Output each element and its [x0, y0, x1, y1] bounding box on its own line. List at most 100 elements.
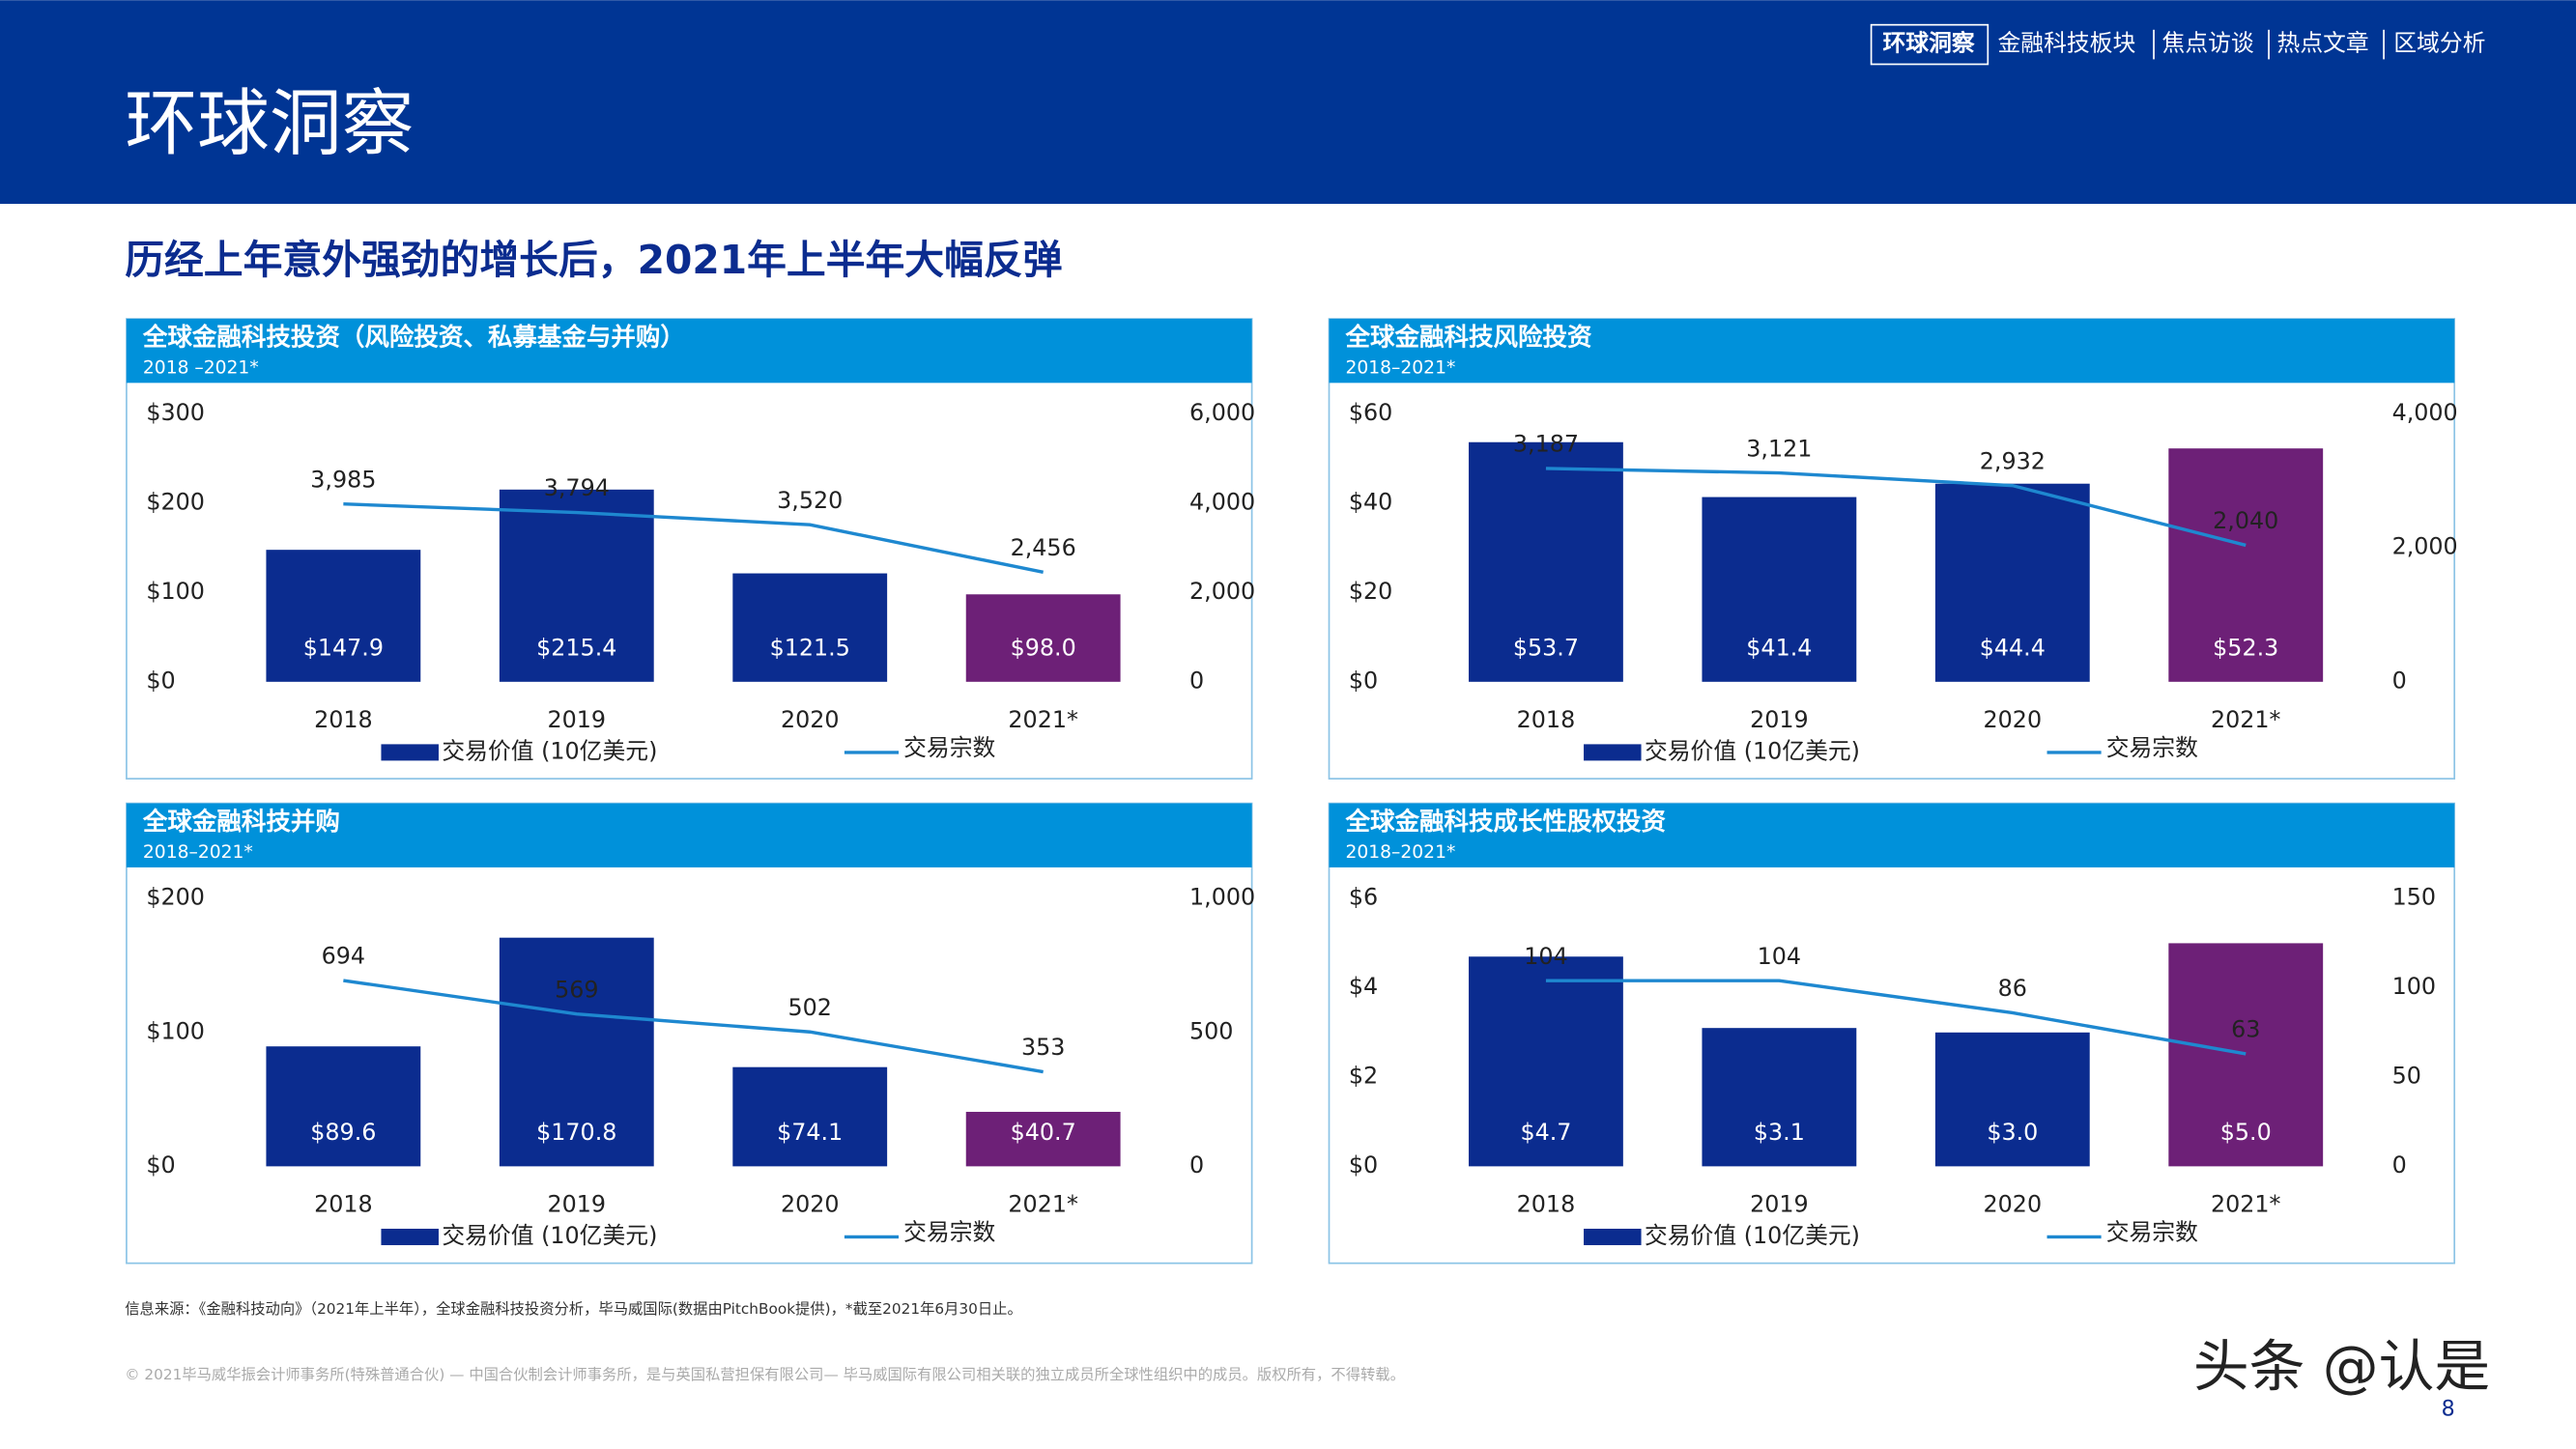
y2-tick-label: 1,000: [1189, 884, 1255, 911]
legend-label: 交易价值 (10亿美元): [1645, 1222, 1860, 1249]
page-title: 环球洞察: [125, 81, 414, 165]
y-tick-label: $100: [146, 578, 205, 605]
panel-subtitle: 2018–2021*: [143, 842, 253, 863]
line-value-label: 104: [1524, 943, 1567, 970]
x-tick-label: 2020: [1984, 706, 2043, 733]
bar: [965, 1111, 1121, 1167]
panel-header: [1329, 803, 2455, 867]
bar: [732, 573, 888, 682]
line-value-label: 2,932: [1980, 447, 2046, 474]
footnote: 信息来源：《金融科技动向》（2021年上半年），全球金融科技投资分析，毕马威国际…: [125, 1300, 1022, 1318]
bar: [1469, 956, 1623, 1167]
line: [343, 979, 1044, 1074]
y-tick-label: $0: [1349, 667, 1378, 694]
nav-item[interactable]: 焦点访谈: [2162, 30, 2254, 57]
legend-swatch: [381, 744, 439, 761]
y2-tick-label: 50: [2392, 1062, 2421, 1089]
nav-item[interactable]: 环球洞察: [1882, 30, 1974, 57]
y-tick-label: $300: [146, 399, 205, 426]
y2-tick-label: 2,000: [1189, 578, 1255, 605]
bar-value-label: $215.4: [536, 634, 616, 661]
line-value-label: 2,040: [2213, 507, 2278, 534]
nav-item[interactable]: 热点文章: [2277, 30, 2369, 57]
x-tick-label: 2018: [314, 1191, 373, 1218]
headline: 历经上年意外强劲的增长后，2021年上半年大幅反弹: [125, 237, 1062, 283]
line-value-label: 86: [1998, 975, 2027, 1002]
line-value-label: 3,187: [1513, 431, 1579, 458]
y2-tick-label: 0: [1189, 1151, 1204, 1179]
y-tick-label: $100: [146, 1017, 205, 1044]
line-value-label: 3,520: [777, 487, 843, 514]
bar-value-label: $89.6: [310, 1119, 376, 1146]
line-value-label: 3,794: [544, 474, 610, 501]
bar: [266, 550, 421, 682]
bar-value-label: $52.3: [2213, 634, 2278, 661]
panel-header: [126, 803, 1252, 867]
line-value-label: 694: [322, 943, 365, 970]
y2-tick-label: 0: [2392, 1151, 2407, 1179]
x-tick-label: 2020: [1984, 1191, 2043, 1218]
line-value-label: 502: [788, 994, 832, 1021]
bar-value-label: $3.0: [1987, 1119, 2038, 1146]
legend-label: 交易价值 (10亿美元): [1645, 737, 1860, 764]
line-value-label: 104: [1758, 943, 1801, 970]
legend-label: 交易宗数: [903, 1219, 995, 1246]
bar-value-label: $40.7: [1011, 1119, 1076, 1146]
bar-value-label: $98.0: [1011, 634, 1076, 661]
y-tick-label: $0: [146, 1151, 175, 1179]
y-tick-label: $0: [1349, 1151, 1378, 1179]
x-tick-label: 2019: [1750, 1191, 1809, 1218]
y2-tick-label: 4,000: [1189, 489, 1255, 516]
header-band: [0, 0, 2576, 205]
y-tick-label: $20: [1349, 578, 1392, 605]
copyright: © 2021毕马威华振会计师事务所(特殊普通合伙) — 中国合伙制会计师事务所，…: [125, 1366, 1405, 1383]
x-tick-label: 2019: [548, 1191, 607, 1218]
y2-tick-label: 6,000: [1189, 399, 1255, 426]
legend-swatch: [381, 1228, 439, 1245]
line: [1545, 467, 2247, 548]
panel-header: [126, 319, 1252, 384]
y2-tick-label: 2,000: [2392, 533, 2458, 560]
line-value-label: 353: [1021, 1034, 1065, 1061]
y2-tick-label: 100: [2392, 973, 2436, 1000]
panel-header: [1329, 319, 2455, 384]
nav-active-box: [1870, 23, 1989, 66]
line-value-label: 3,121: [1746, 435, 1812, 462]
y2-tick-label: 4,000: [2392, 399, 2458, 426]
bar: [499, 489, 654, 682]
line-value-label: 569: [555, 976, 598, 1003]
panel: [126, 802, 1253, 1264]
x-tick-label: 2020: [781, 706, 840, 733]
panel-title: 全球金融科技风险投资: [1345, 323, 1593, 352]
y-tick-label: $200: [146, 489, 205, 516]
x-tick-label: 2021*: [1008, 706, 1078, 733]
bar-value-label: $121.5: [770, 634, 850, 661]
bar: [1934, 1032, 2090, 1167]
bar: [2168, 943, 2324, 1167]
nav-item[interactable]: 区域分析: [2393, 30, 2485, 57]
bar: [499, 937, 654, 1167]
bar-value-label: $41.4: [1746, 634, 1812, 661]
bar-value-label: $53.7: [1513, 634, 1579, 661]
y2-tick-label: 0: [1189, 667, 1204, 694]
charts: 全球金融科技投资（风险投资、私募基金与并购） 2018 –2021* $0 $100 $…: [126, 318, 2458, 1264]
x-tick-label: 2018: [1517, 1191, 1576, 1218]
y-tick-label: $6: [1349, 884, 1378, 911]
panel-subtitle: 2018–2021*: [1346, 842, 1456, 863]
line-value-label: 63: [2231, 1016, 2260, 1043]
y-tick-label: $60: [1349, 399, 1392, 426]
bar: [1702, 1028, 1857, 1167]
legend-swatch: [1584, 744, 1642, 761]
line: [343, 502, 1045, 575]
bar: [732, 1066, 888, 1167]
bar-value-label: $147.9: [303, 634, 384, 661]
panel-title: 全球金融科技成长性股权投资: [1345, 808, 1667, 837]
bar: [965, 594, 1121, 682]
x-tick-label: 2018: [1517, 706, 1576, 733]
nav-item[interactable]: 金融科技板块: [1998, 30, 2136, 57]
y-tick-label: $0: [146, 667, 175, 694]
y-tick-label: $4: [1349, 973, 1378, 1000]
bar: [1934, 483, 2090, 682]
x-tick-label: 2019: [1750, 706, 1809, 733]
